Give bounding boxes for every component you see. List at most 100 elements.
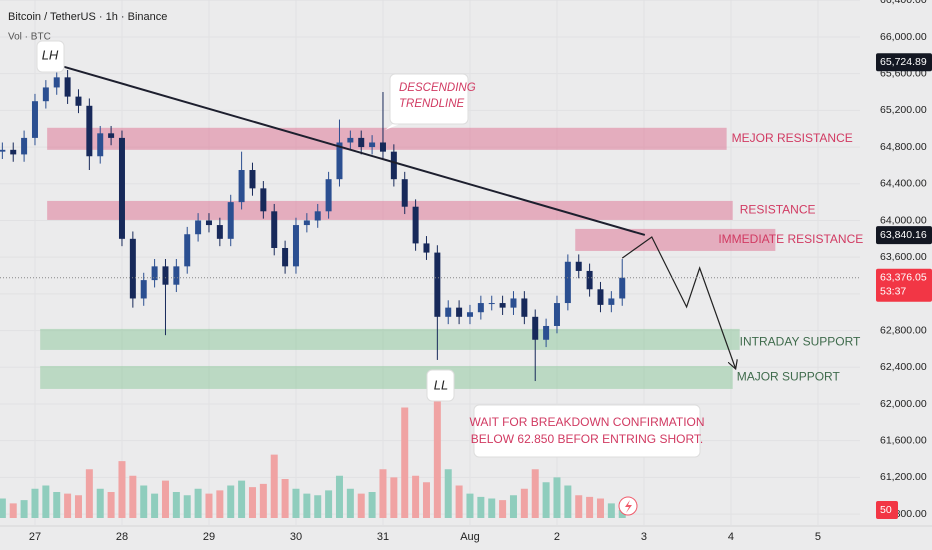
y-tick-label: 61,200.00 — [880, 471, 927, 483]
zone — [47, 127, 727, 150]
annotation-text: LL — [434, 377, 448, 392]
candle-body — [0, 149, 6, 152]
candle-body — [543, 325, 550, 340]
candle-body — [575, 261, 582, 271]
volume-bar — [172, 492, 180, 518]
y-tick-label: 64,000.00 — [880, 214, 927, 226]
price-label-box — [876, 226, 932, 245]
callout-bubble — [473, 404, 701, 458]
volume-bar — [618, 509, 626, 518]
volume-bar — [0, 498, 6, 518]
y-tick-label: 61,600.00 — [880, 434, 927, 446]
trendline — [57, 63, 646, 236]
candle-body — [325, 179, 332, 212]
volume-bar — [151, 493, 159, 518]
candle-body — [42, 87, 49, 102]
volume-bar — [368, 492, 376, 518]
plot: MEJOR RESISTANCE RESISTANCE IMMEDIATE RESI… — [0, 40, 864, 518]
volume-bar — [346, 488, 354, 518]
zone — [40, 328, 740, 350]
candle-body — [118, 137, 125, 239]
volume-bar — [205, 493, 213, 518]
candle-body — [619, 277, 626, 299]
volume-bar — [314, 495, 322, 518]
volume-bar — [31, 488, 39, 518]
volume-bar — [575, 495, 583, 518]
volume-bar — [335, 475, 343, 518]
volume-label-box — [876, 501, 898, 519]
volume-bar — [259, 483, 267, 518]
y-tick-label: 66,400.00 — [880, 0, 927, 6]
volume-bar — [161, 480, 169, 518]
candle-body — [586, 270, 593, 290]
label-bubble — [426, 369, 455, 402]
candle-body — [64, 77, 71, 97]
candle-body — [347, 137, 354, 143]
price-label-box — [876, 53, 932, 72]
candle-body — [227, 202, 234, 239]
volume-bar — [466, 493, 474, 518]
x-tick-label: 29 — [203, 531, 215, 543]
candle-body — [97, 133, 104, 157]
candle-body — [553, 303, 560, 326]
volume-bar — [216, 490, 224, 518]
label-bubble — [36, 40, 65, 73]
candle-body — [532, 316, 539, 340]
candle-body — [336, 142, 343, 180]
volume-bar — [477, 496, 485, 518]
candle-body — [521, 298, 528, 317]
candle-body — [129, 238, 136, 299]
zone — [40, 365, 733, 389]
volume-bar — [357, 493, 365, 518]
volume-bar — [325, 490, 333, 518]
candle-body — [162, 266, 169, 285]
zone-label: MAJOR SUPPORT — [737, 370, 841, 384]
candle-body — [238, 170, 245, 203]
annotation-text: DESCENDING — [399, 82, 476, 94]
volume-bar — [183, 495, 191, 518]
candle-body — [173, 266, 180, 285]
y-tick-label: 64,400.00 — [880, 178, 927, 190]
annotation-text: LH — [42, 47, 59, 62]
volume-bar — [194, 488, 202, 518]
y-tick-label: 62,400.00 — [880, 361, 927, 373]
volume-bar — [531, 469, 539, 518]
volume-bar — [433, 388, 441, 518]
candle-body — [108, 133, 115, 138]
volume-bar — [488, 498, 496, 518]
callout-bubble — [389, 73, 469, 125]
candle-body — [53, 77, 60, 88]
volume-bar — [509, 495, 517, 518]
volume-bar — [281, 479, 289, 518]
volume-bar — [607, 503, 615, 518]
candle-body — [466, 312, 473, 317]
candle-body — [358, 137, 365, 148]
candle-body — [423, 243, 430, 253]
candle-body — [21, 137, 28, 155]
volume-bar — [20, 500, 28, 518]
y-tick-label: 62,000.00 — [880, 398, 927, 410]
candle-body — [477, 303, 484, 313]
volume-bar — [9, 503, 17, 518]
volume-bar — [553, 477, 561, 518]
x-tick-label: 4 — [728, 531, 734, 543]
x-tick-label: Aug — [460, 531, 480, 543]
candle-body — [205, 220, 212, 226]
annotation-text: TRENDLINE — [399, 98, 465, 110]
x-tick-label: 5 — [815, 531, 821, 543]
projection-path — [621, 236, 735, 368]
annotation-text: BELOW 62.850 BEFOR ENTRING SHORT. — [471, 432, 704, 446]
candle-body — [303, 220, 310, 226]
volume-bar — [107, 492, 115, 518]
volume-bar — [586, 496, 594, 518]
x-tick-label: 31 — [377, 531, 389, 543]
volume-bar — [303, 493, 311, 518]
volume-bar — [64, 493, 72, 518]
annotation-text: WAIT FOR BREAKDOWN CONFIRMATION — [469, 415, 704, 429]
volume-bar — [596, 498, 604, 518]
volume-bar — [564, 485, 572, 518]
price-label: 65,724.89 — [880, 56, 927, 68]
candle-body — [86, 105, 93, 157]
volume-bar — [542, 482, 550, 518]
